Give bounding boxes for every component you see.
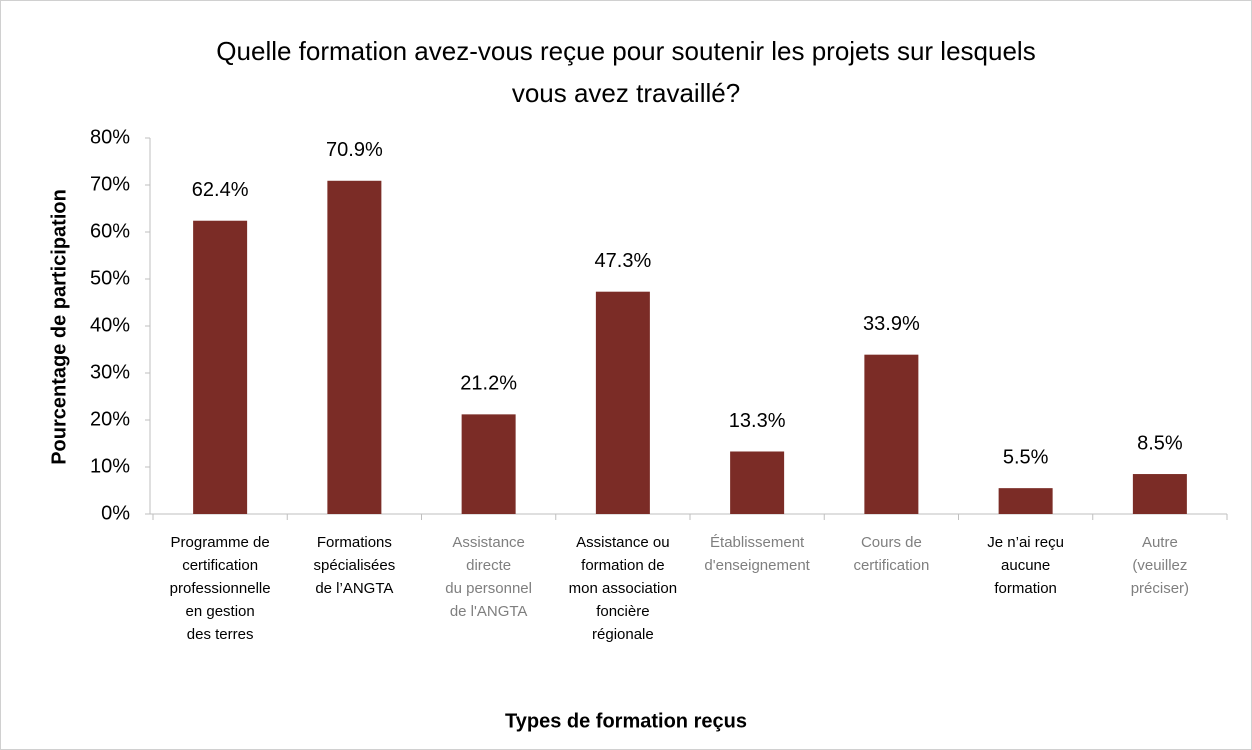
y-tick-label: 30% (90, 361, 130, 383)
data-label: 13.3% (729, 410, 786, 432)
y-tick-label: 80% (90, 126, 130, 148)
x-axis-title: Types de formation reçus (505, 710, 747, 732)
data-label: 21.2% (460, 373, 517, 395)
x-tick-label: Je n’ai reçu aucune formation (987, 534, 1064, 597)
y-tick-label: 50% (90, 267, 130, 289)
y-tick-label: 40% (90, 314, 130, 336)
x-tick-label: Programme de certification professionnel… (169, 534, 271, 643)
y-tick-label: 0% (101, 502, 130, 524)
chart-title: Quelle formation avez-vous reçue pour so… (216, 36, 1036, 108)
x-tick-label: Cours de certification (853, 534, 930, 574)
data-label: 8.5% (1137, 432, 1183, 454)
x-tick-label: Assistance directe du personnel de l'ANG… (445, 534, 532, 620)
bar (998, 488, 1053, 514)
x-tick-label: Formations spécialisées de l’ANGTA (313, 534, 396, 597)
x-tick-label: Établissement d'enseignement (704, 534, 810, 574)
y-tick-label: 10% (90, 455, 130, 477)
bar (461, 414, 516, 514)
bar (864, 354, 919, 514)
bar (193, 220, 248, 514)
data-label: 33.9% (863, 313, 920, 335)
data-label: 70.9% (326, 139, 383, 161)
y-tick-label: 60% (90, 220, 130, 242)
bar (1132, 474, 1187, 514)
data-label: 62.4% (192, 179, 249, 201)
bar (730, 451, 785, 514)
bar (595, 291, 650, 514)
y-axis-title: Pourcentage de participation (48, 189, 70, 465)
y-tick-label: 70% (90, 173, 130, 195)
bar (327, 180, 382, 514)
x-tick-label: Autre (veuillez préciser) (1130, 534, 1190, 597)
x-tick-label: Assistance ou formation de mon associati… (568, 534, 678, 643)
data-label: 47.3% (595, 250, 652, 272)
y-tick-label: 20% (90, 408, 130, 430)
data-label: 5.5% (1003, 446, 1049, 468)
